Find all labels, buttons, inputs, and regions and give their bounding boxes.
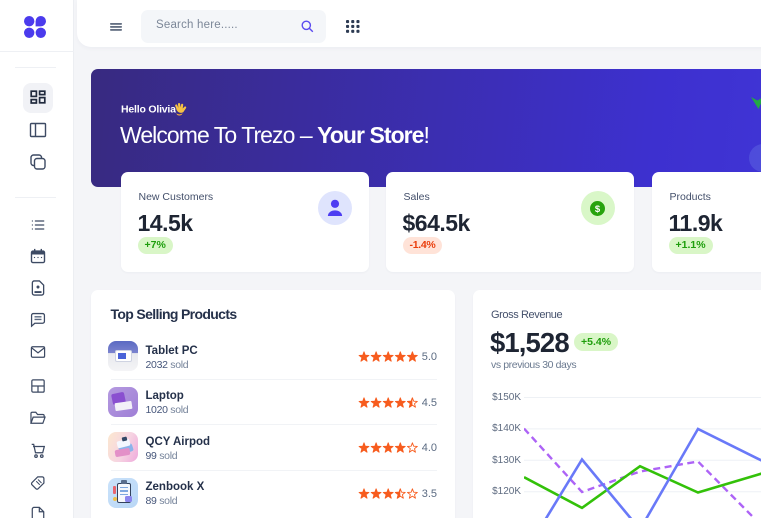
svg-text:$: $ — [595, 204, 601, 215]
